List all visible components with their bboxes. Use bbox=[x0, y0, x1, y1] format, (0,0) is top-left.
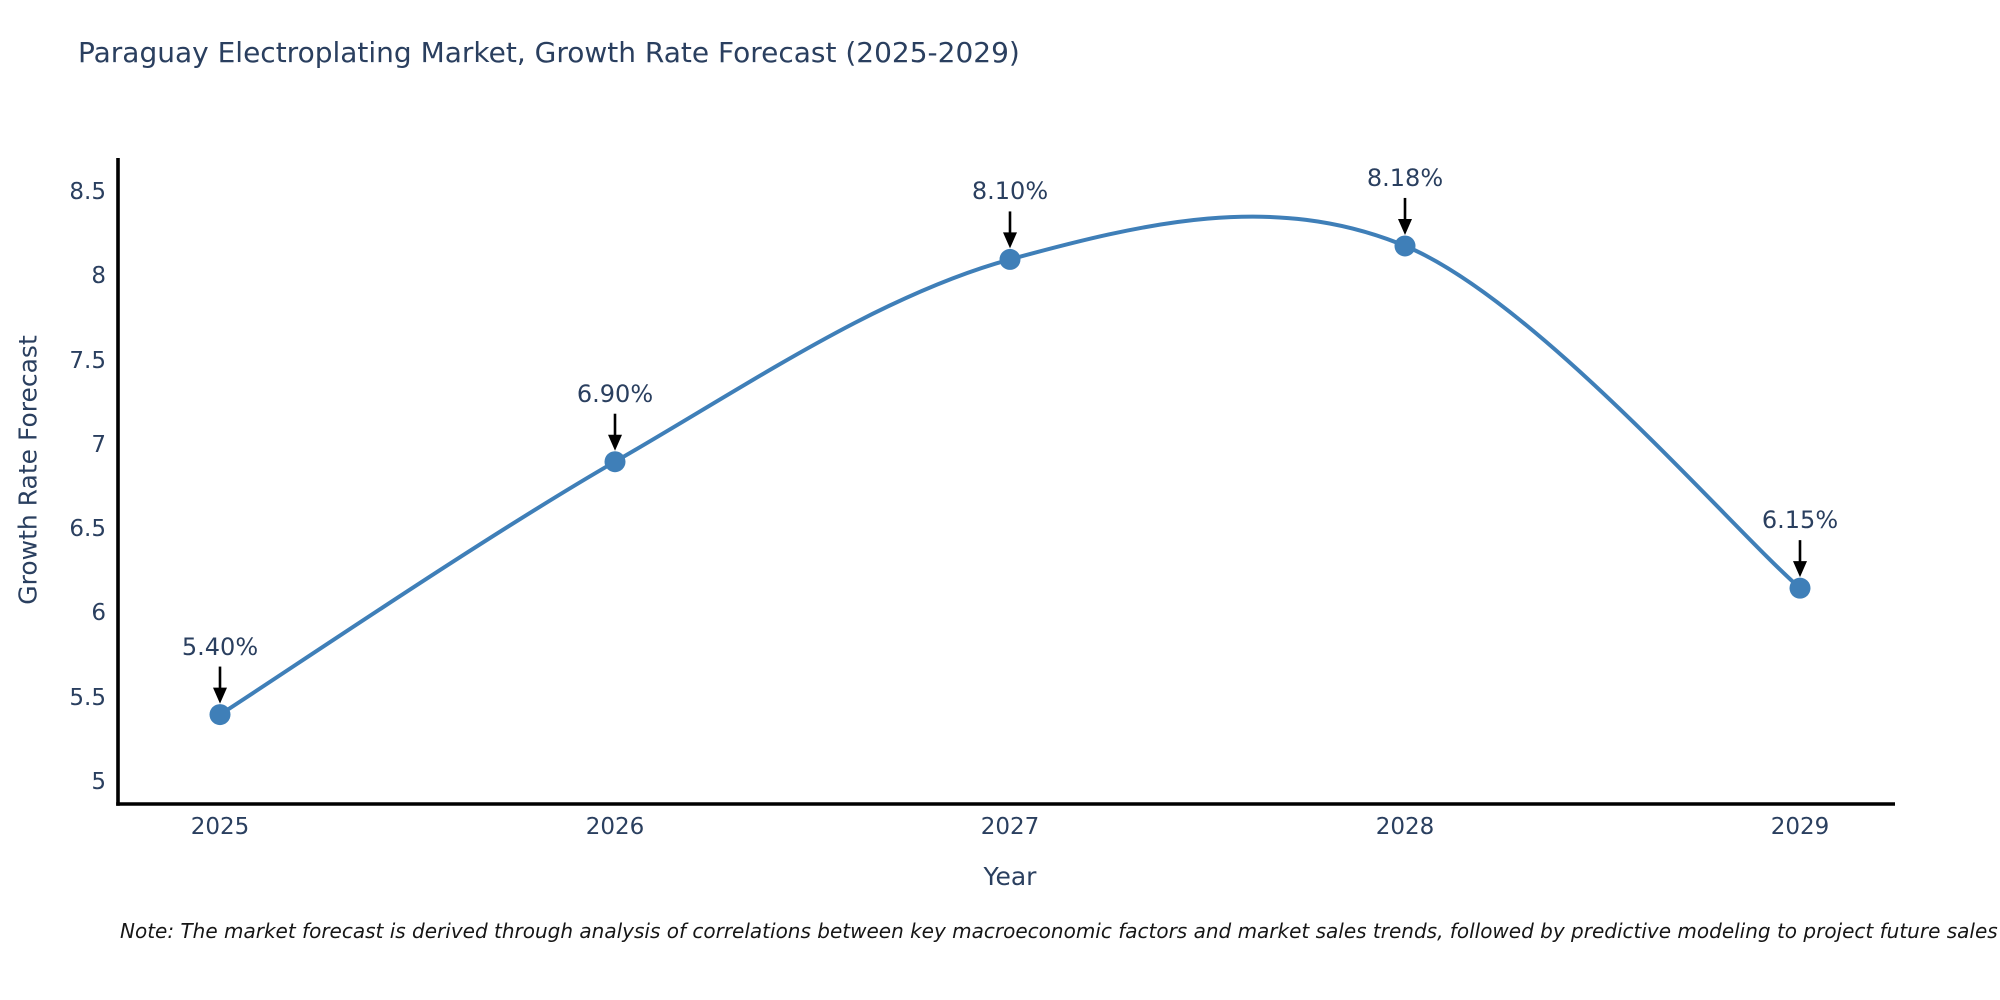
point-value-label-2025: 5.40% bbox=[181, 632, 259, 661]
y-tick-label-8: 8 bbox=[91, 263, 106, 290]
x-tick-label-2028: 2028 bbox=[1375, 814, 1435, 840]
x-axis-title: Year bbox=[983, 862, 1037, 891]
data-point-2027 bbox=[999, 248, 1021, 270]
y-tick-label-8.5: 8.5 bbox=[69, 179, 106, 205]
x-tick-label-2025: 2025 bbox=[190, 814, 250, 840]
annotation-arrowhead-2029 bbox=[1793, 561, 1807, 578]
y-tick-label-6: 6 bbox=[91, 600, 106, 627]
data-point-2029 bbox=[1789, 577, 1811, 599]
trend-line bbox=[218, 214, 1802, 717]
y-tick-label-6.5: 6.5 bbox=[69, 516, 106, 543]
data-point-2026 bbox=[604, 451, 626, 473]
y-tick-label-7.5: 7.5 bbox=[69, 347, 106, 374]
annotation-arrowhead-2028 bbox=[1398, 218, 1412, 235]
y-tick-label-5: 5 bbox=[91, 769, 106, 795]
footnote: Note: The market forecast is derived thr… bbox=[120, 919, 1998, 943]
annotation-arrowhead-2027 bbox=[1003, 232, 1017, 249]
y-tick-label-5.5: 5.5 bbox=[69, 684, 106, 711]
point-value-label-2026: 6.90% bbox=[576, 379, 654, 408]
x-tick-label-2026: 2026 bbox=[585, 814, 645, 840]
data-point-2028 bbox=[1394, 235, 1416, 257]
x-tick-label-2029: 2029 bbox=[1770, 814, 1830, 840]
point-value-label-2028: 8.18% bbox=[1366, 163, 1444, 192]
data-point-2025 bbox=[209, 704, 231, 726]
y-tick-label-7: 7 bbox=[91, 431, 106, 458]
annotation-arrowhead-2025 bbox=[213, 687, 227, 704]
annotation-arrowhead-2026 bbox=[608, 434, 622, 451]
point-value-label-2029: 6.15% bbox=[1761, 506, 1839, 535]
point-value-label-2027: 8.10% bbox=[971, 177, 1049, 206]
x-tick-label-2027: 2027 bbox=[980, 814, 1040, 840]
chart-title: Paraguay Electroplating Market, Growth R… bbox=[78, 36, 1020, 69]
